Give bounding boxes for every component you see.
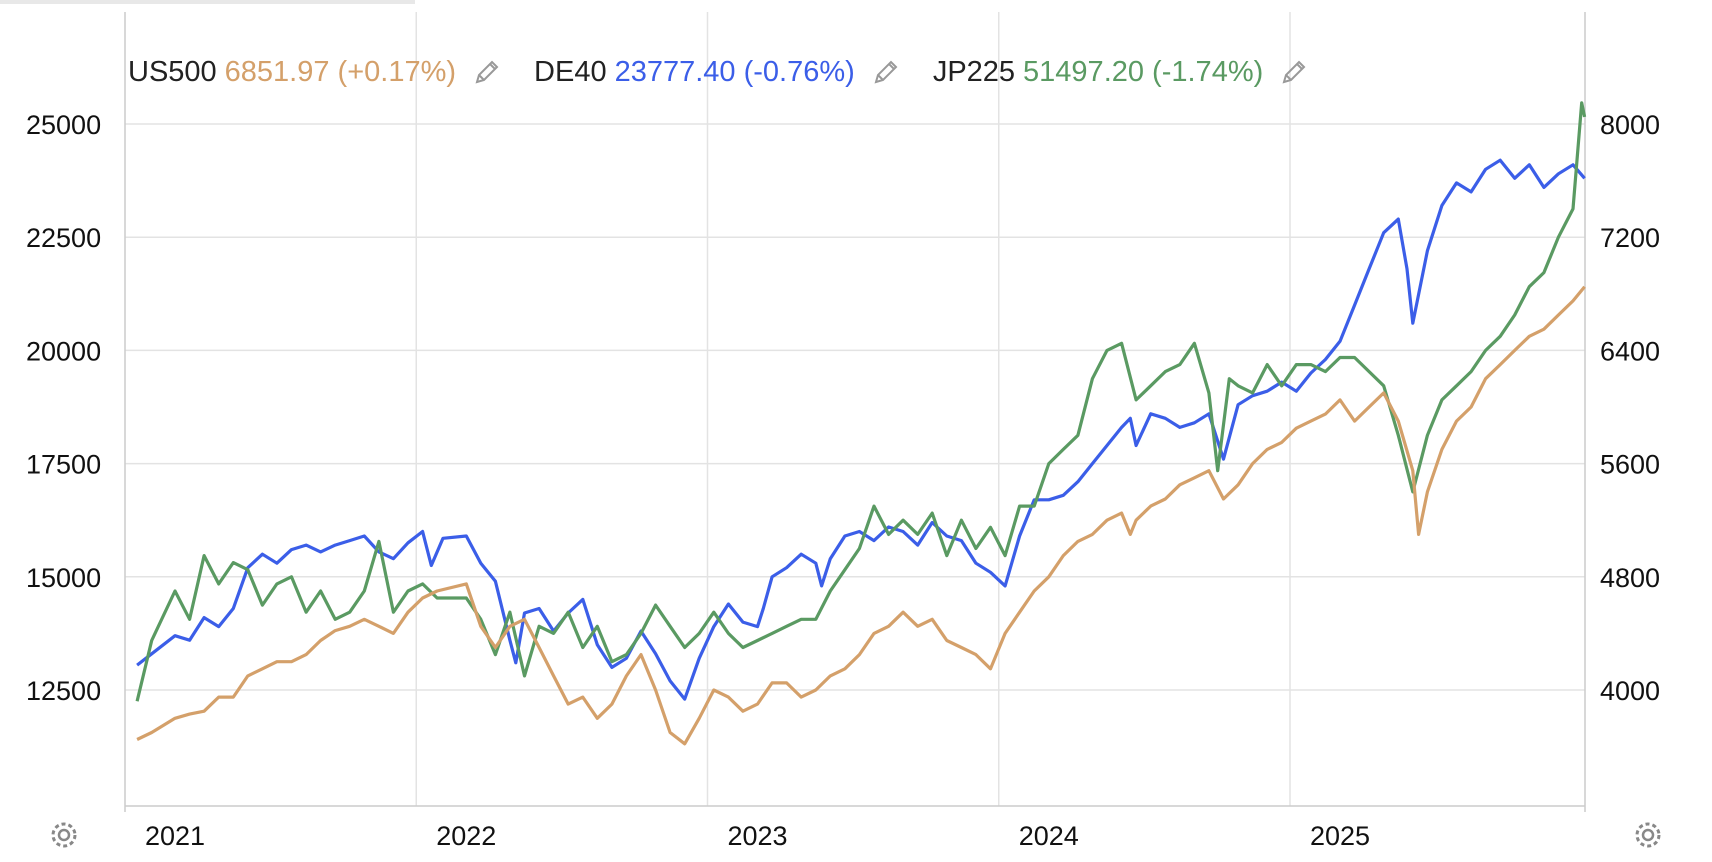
top-divider — [0, 0, 415, 4]
y-right-tick-label: 5600 — [1600, 450, 1660, 480]
edit-jp225-pencil-icon[interactable] — [1277, 55, 1311, 89]
edit-us500-pencil-icon[interactable] — [470, 55, 504, 89]
left-settings-gear-icon[interactable] — [46, 817, 82, 853]
legend-symbol-jp225: JP225 — [932, 55, 1016, 88]
y-right-tick-label: 4000 — [1600, 676, 1660, 706]
y-left-tick-label: 17500 — [26, 450, 101, 480]
series-lines — [135, 101, 1587, 746]
y-right-tick-label: 7200 — [1600, 223, 1660, 253]
series-line-de40[interactable] — [136, 158, 1586, 701]
x-tick-label: 2022 — [436, 821, 496, 851]
x-tick-label: 2024 — [1019, 821, 1079, 851]
y-left-tick-label: 22500 — [26, 223, 101, 253]
y-left-tick-label: 20000 — [26, 336, 101, 366]
y-left-tick-label: 15000 — [26, 563, 101, 593]
legend: US500 6851.97 (+0.17%) DE40 23777.40 (-0… — [128, 52, 1341, 92]
legend-symbol-de40: DE40 — [534, 55, 607, 88]
legend-symbol-us500: US500 — [128, 55, 217, 88]
x-tick-label: 2021 — [145, 821, 205, 851]
legend-value-us500: 6851.97 (+0.17%) — [224, 55, 457, 88]
x-tick-label: 2023 — [727, 821, 787, 851]
edit-de40-pencil-icon[interactable] — [869, 55, 903, 89]
y-right-tick-label: 4800 — [1600, 563, 1660, 593]
y-right-tick-label: 8000 — [1600, 110, 1660, 140]
plot-frame — [124, 12, 1586, 812]
right-settings-gear-icon[interactable] — [1630, 817, 1666, 853]
legend-value-jp225: 51497.20 (-1.74%) — [1023, 55, 1264, 88]
x-tick-label: 2025 — [1310, 821, 1370, 851]
y-left-tick-label: 12500 — [26, 676, 101, 706]
y-right-tick-label: 6400 — [1600, 336, 1660, 366]
series-line-jp225[interactable] — [135, 101, 1587, 702]
y-left-tick-label: 25000 — [26, 110, 101, 140]
legend-value-de40: 23777.40 (-0.76%) — [614, 55, 855, 88]
axis-ticks: 25000 22500 20000 17500 15000 12500 8000 7200 64… — [26, 110, 1660, 851]
series-line-us500[interactable] — [136, 285, 1586, 746]
